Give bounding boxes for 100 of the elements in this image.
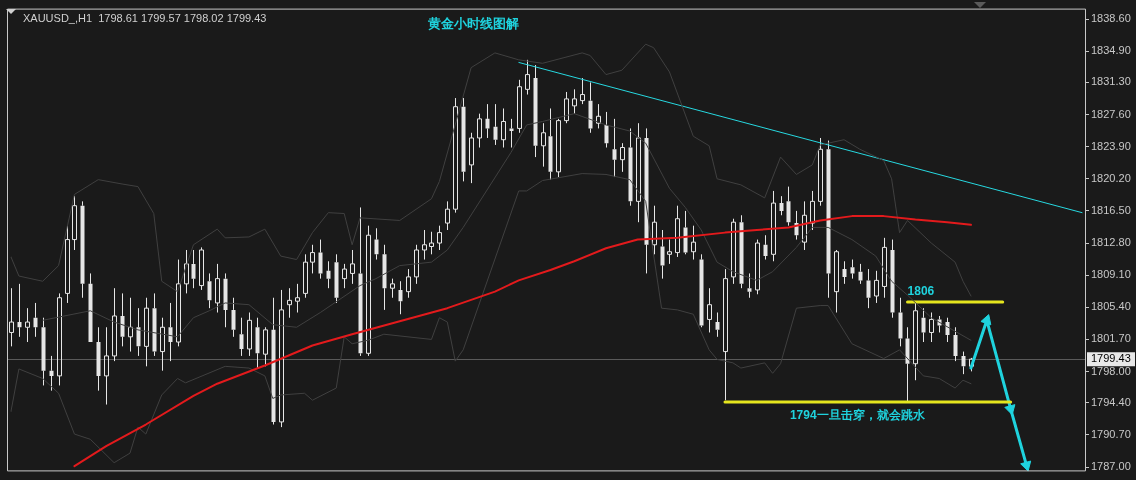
candlestick [469, 132, 474, 184]
candlestick [763, 234, 768, 261]
candlestick [152, 292, 157, 357]
y-tick-label: 1820.20 [1091, 171, 1131, 184]
candlestick [596, 103, 601, 129]
candlestick [580, 77, 585, 105]
candlestick [88, 272, 93, 343]
candlestick [398, 280, 403, 315]
candlestick [366, 225, 371, 357]
candlestick [72, 195, 77, 251]
candlestick [493, 103, 498, 146]
y-tick-label: 1801.70 [1091, 332, 1131, 345]
candlestick [422, 229, 427, 261]
candlestick [176, 259, 181, 347]
candlestick [779, 195, 784, 216]
candlestick [223, 272, 228, 328]
y-tick-label: 1834.90 [1091, 44, 1131, 57]
candlestick [866, 268, 871, 309]
candlestick [731, 218, 736, 285]
candlestick [628, 127, 633, 207]
ref-line-label: 1799.43 [1091, 352, 1131, 365]
candlestick [295, 283, 300, 313]
candlestick [501, 107, 506, 149]
point [1020, 460, 1032, 472]
candlestick [612, 118, 617, 178]
candlestick [620, 142, 625, 173]
candlestick [96, 326, 101, 392]
candlestick [191, 249, 196, 289]
y-tick-label: 1794.40 [1091, 395, 1131, 408]
candlestick [310, 244, 315, 274]
candlestick [715, 312, 720, 338]
candlestick [41, 317, 46, 386]
candlestick [652, 205, 657, 255]
candlestick [231, 297, 236, 338]
y-tick-label: 1827.60 [1091, 107, 1131, 120]
candlestick [683, 210, 688, 255]
candlestick [350, 249, 355, 285]
candlestick [104, 326, 109, 406]
candlestick [699, 253, 704, 328]
candlestick [898, 297, 903, 347]
candlestick [707, 287, 712, 333]
y-tick-label: 1787.00 [1091, 460, 1131, 473]
candlestick [239, 317, 244, 357]
candlestick [215, 263, 220, 313]
candlestick [858, 263, 863, 285]
candlestick [660, 229, 665, 280]
candlestick [850, 259, 855, 280]
y-tick-label: 1831.30 [1091, 75, 1131, 88]
candlestick [509, 118, 514, 149]
annotation: 1794一旦击穿，就会跳水 [789, 408, 926, 423]
candlestick [913, 302, 918, 381]
candlestick [382, 244, 387, 311]
y-tick-label: 1816.50 [1091, 203, 1131, 216]
candlestick [786, 186, 791, 227]
candlestick [334, 253, 339, 304]
candlestick [184, 249, 189, 294]
candlestick [406, 268, 411, 299]
candlestick [429, 231, 434, 255]
candlestick [112, 287, 117, 362]
candlestick [33, 302, 38, 338]
y-tick-label: 1838.60 [1091, 12, 1131, 25]
candlestick [168, 302, 173, 362]
candlestick [675, 205, 680, 258]
candlestick [739, 214, 744, 289]
candlestick [604, 111, 609, 149]
candlestick [461, 97, 466, 182]
candlestick [921, 307, 926, 343]
text: 黄金小时线图解 [426, 16, 519, 32]
candlestick [136, 307, 141, 357]
candlestick [271, 297, 276, 426]
candlestick [874, 270, 879, 304]
candlestick [636, 122, 641, 223]
candlestick [128, 297, 133, 353]
candlestick [842, 260, 847, 285]
candlestick [517, 79, 522, 134]
candlestick [287, 287, 292, 319]
y-tick-label: 1809.10 [1091, 268, 1131, 281]
candlestick [961, 351, 966, 375]
annotation: 1806 [907, 284, 935, 299]
candlestick [374, 227, 379, 261]
candlestick [771, 190, 776, 262]
candlestick [548, 107, 553, 181]
y-tick-label: 1805.40 [1091, 300, 1131, 313]
y-tick-label: 1812.80 [1091, 236, 1131, 249]
candlestick [49, 355, 54, 392]
candlestick [80, 200, 85, 299]
candlestick [9, 287, 14, 347]
candlestick [541, 122, 546, 168]
candlestick [485, 103, 490, 139]
y-tick-label: 1798.00 [1091, 364, 1131, 377]
candlestick [453, 97, 458, 214]
candlestick [120, 292, 125, 347]
candlestick [160, 317, 165, 372]
candlestick [826, 140, 831, 299]
candlestick [144, 297, 149, 367]
candlestick [318, 239, 323, 280]
candlestick [882, 237, 887, 299]
candlestick [279, 289, 284, 428]
candlestick [25, 307, 30, 343]
candlestick [207, 272, 212, 309]
